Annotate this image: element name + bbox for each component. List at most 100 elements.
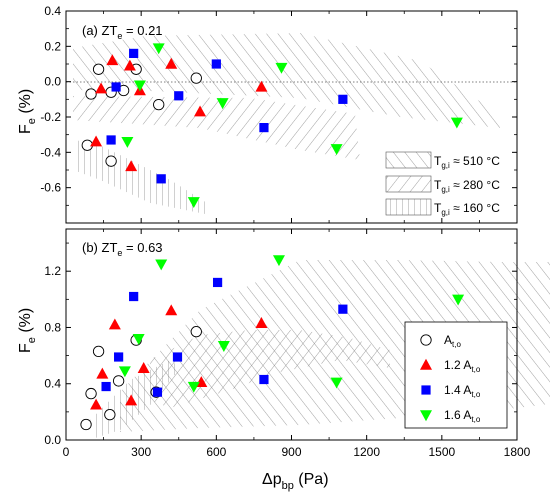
y-ticks-panel-b: 0.0 0.4 0.8 1.2	[44, 242, 517, 447]
y-tick-label: 0.0	[44, 75, 61, 89]
x-tick-label: 900	[281, 445, 301, 459]
data-point-circle	[190, 326, 202, 338]
legend-label-160c: Tg,i ≈ 160 °C	[434, 201, 500, 217]
data-point-triangle-up	[96, 367, 109, 379]
legend-panel-b: At,o 1.2 At,o 1.4 At,o 1.6 At,o	[404, 321, 508, 429]
data-point-triangle-up	[90, 398, 103, 410]
data-point-square	[259, 374, 269, 385]
panel-a-label: (a) ZTe = 0.21	[82, 23, 163, 41]
data-point-square	[111, 82, 121, 92]
legend-marker-triangle-down	[420, 410, 432, 422]
band-160c-panel-a	[73, 140, 210, 215]
data-point-triangle-down	[121, 137, 134, 148]
y-tick-label: 0.2	[44, 39, 61, 53]
data-point-circle	[85, 387, 97, 400]
y-tick-label: 0.0	[44, 433, 61, 447]
x-tick-label: 600	[206, 445, 226, 459]
data-point-circle	[153, 98, 165, 111]
y-tick-label: 0.4	[44, 4, 61, 18]
legend-panel-a: Tg,i ≈ 510 °C Tg,i ≈ 280 °C Tg,i ≈ 160 °…	[385, 151, 500, 217]
band-510c-panel-a	[73, 33, 500, 128]
data-point-triangle-down	[152, 43, 165, 55]
data-point-square	[129, 291, 139, 302]
legend-marker-circle	[420, 334, 432, 346]
panel-b-label: (b) ZTe = 0.63	[82, 240, 163, 258]
legend-label-1-6: 1.6 At,o	[444, 408, 481, 424]
data-point-triangle-up	[137, 362, 150, 373]
legend-swatch-280c	[385, 175, 432, 193]
data-point-triangle-up	[106, 54, 119, 66]
y-tick-label: -0.4	[40, 145, 61, 159]
y-ticks-panel-a: -0.6 -0.4 -0.2 0.0 0.2 0.4	[40, 4, 517, 206]
x-tick-label: 1500	[428, 445, 455, 459]
data-point-triangle-up	[194, 105, 207, 117]
data-point-triangle-down	[133, 80, 146, 92]
data-points-panel-b	[80, 255, 465, 431]
data-point-triangle-down	[452, 294, 465, 306]
x-tick-label: 0	[63, 445, 70, 459]
legend-label-1-0: At,o	[444, 333, 461, 349]
data-point-triangle-up	[90, 135, 103, 147]
data-point-square	[338, 94, 348, 104]
data-point-square	[338, 304, 348, 314]
y-tick-label: -0.6	[40, 181, 61, 195]
data-point-triangle-down	[272, 255, 285, 267]
data-point-square	[101, 381, 111, 392]
legend-label-1-4: 1.4 At,o	[444, 383, 481, 399]
y-tick-label: -0.2	[40, 110, 61, 124]
data-point-triangle-up	[125, 394, 138, 406]
data-point-triangle-up	[165, 57, 178, 69]
data-point-square	[114, 352, 124, 362]
data-point-triangle-down	[118, 366, 131, 378]
y-axis-label-panel-a: Fe (%)	[17, 89, 38, 134]
x-axis-label: Δpbp (Pa)	[262, 471, 329, 492]
data-point-triangle-down	[216, 98, 229, 110]
data-point-triangle-down	[132, 334, 145, 345]
panel-b: 0 300 600 900 1200 1500 1800 0.0 0.4 0.8 1.2 (b) …	[17, 228, 550, 492]
data-point-square	[152, 387, 163, 397]
legend-marker-square	[421, 385, 431, 395]
y-tick-label: 0.4	[44, 377, 61, 391]
x-tick-label: 1200	[353, 445, 380, 459]
legend-label-1-2: 1.2 At,o	[444, 358, 481, 374]
legend-marker-triangle-up	[420, 358, 432, 370]
data-point-triangle-up	[123, 59, 136, 71]
data-point-triangle-down	[450, 117, 463, 129]
data-point-circle	[80, 418, 92, 431]
data-point-triangle-up	[165, 304, 178, 316]
data-point-square	[211, 59, 221, 69]
data-point-circle	[85, 88, 97, 100]
x-ticks-panel-a	[65, 11, 518, 223]
data-point-square	[172, 352, 183, 362]
data-point-square	[212, 277, 223, 288]
y-tick-label: 0.8	[44, 320, 61, 334]
data-point-circle	[92, 345, 105, 358]
band-280c-panel-b	[150, 330, 390, 408]
y-axis-label-panel-b: Fe (%)	[17, 308, 38, 353]
x-tick-label: 1800	[504, 445, 531, 459]
data-point-circle	[92, 63, 105, 75]
data-point-triangle-up	[125, 160, 138, 172]
data-point-triangle-up	[108, 318, 121, 330]
data-point-triangle-up	[255, 80, 268, 92]
data-points-panel-a	[81, 43, 463, 208]
data-point-circle	[104, 409, 116, 421]
data-point-triangle-down	[330, 377, 343, 389]
data-point-circle	[105, 155, 117, 167]
panel-a: -0.6 -0.4 -0.2 0.0 0.2 0.4 (a) ZTe = 0.21 Fe …	[17, 4, 518, 224]
legend-label-510c: Tg,i ≈ 510 °C	[434, 154, 500, 170]
data-point-triangle-up	[95, 82, 108, 94]
data-point-triangle-down	[275, 62, 288, 74]
legend-swatch-160c	[385, 198, 432, 216]
data-point-triangle-down	[187, 197, 200, 208]
legend-label-280c: Tg,i ≈ 280 °C	[434, 178, 500, 194]
data-point-square	[174, 91, 184, 101]
y-tick-label: 1.2	[44, 264, 61, 278]
x-ticks-panel-b: 0 300 600 900 1200 1500 1800	[63, 229, 531, 459]
data-point-square	[129, 48, 139, 58]
data-point-square	[259, 123, 269, 133]
data-point-triangle-down	[155, 259, 168, 271]
data-point-triangle-down	[187, 381, 200, 393]
band-280c-panel-a	[73, 96, 360, 160]
